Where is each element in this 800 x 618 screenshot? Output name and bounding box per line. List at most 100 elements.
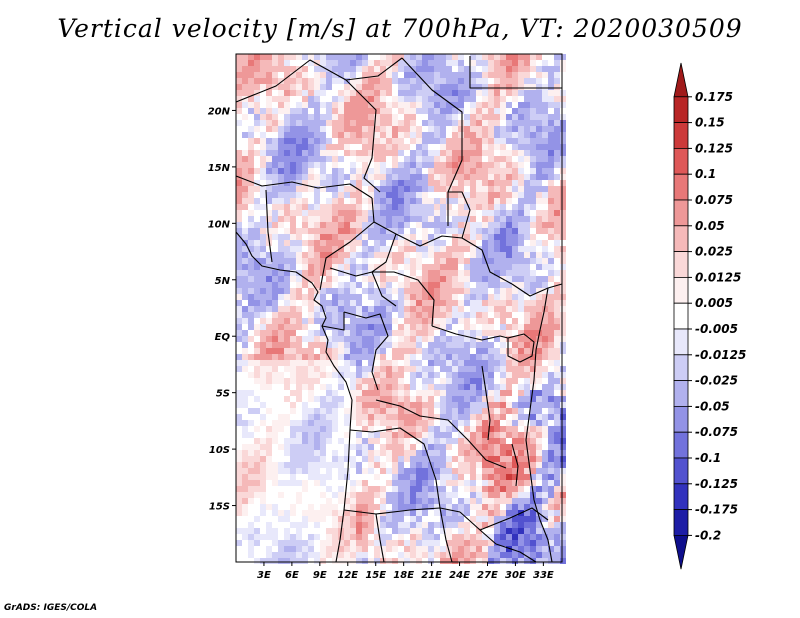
field-cell (428, 456, 434, 462)
field-cell (338, 432, 344, 438)
field-cell (410, 60, 416, 66)
field-cell (290, 360, 296, 366)
field-cell (536, 516, 542, 522)
field-cell (386, 468, 392, 474)
field-cell (350, 324, 356, 330)
field-cell (290, 150, 296, 156)
field-cell (362, 204, 368, 210)
field-cell (416, 282, 422, 288)
field-cell (338, 408, 344, 414)
field-cell (560, 252, 566, 258)
field-cell (290, 456, 296, 462)
field-cell (266, 534, 272, 540)
field-cell (296, 378, 302, 384)
field-cell (440, 528, 446, 534)
field-cell (248, 294, 254, 300)
field-cell (458, 60, 464, 66)
field-cell (356, 558, 362, 564)
field-cell (296, 528, 302, 534)
field-cell (530, 114, 536, 120)
field-cell (332, 216, 338, 222)
field-cell (440, 492, 446, 498)
field-cell (302, 318, 308, 324)
field-cell (536, 252, 542, 258)
field-cell (284, 306, 290, 312)
field-cell (266, 420, 272, 426)
field-cell (446, 78, 452, 84)
field-cell (476, 528, 482, 534)
field-cell (554, 156, 560, 162)
field-cell (500, 534, 506, 540)
field-cell (314, 222, 320, 228)
field-cell (428, 240, 434, 246)
field-cell (422, 438, 428, 444)
field-cell (362, 210, 368, 216)
field-cell (308, 390, 314, 396)
field-cell (338, 162, 344, 168)
field-cell (320, 378, 326, 384)
field-cell (362, 66, 368, 72)
field-cell (278, 504, 284, 510)
field-cell (326, 426, 332, 432)
field-cell (476, 204, 482, 210)
field-cell (266, 540, 272, 546)
field-cell (416, 360, 422, 366)
colorbar-label: -0.2 (695, 528, 721, 542)
field-cell (260, 456, 266, 462)
field-cell (254, 420, 260, 426)
field-cell (470, 414, 476, 420)
field-cell (284, 456, 290, 462)
field-cell (476, 192, 482, 198)
field-cell (410, 354, 416, 360)
field-cell (440, 180, 446, 186)
field-cell (548, 438, 554, 444)
field-cell (398, 222, 404, 228)
field-cell (464, 528, 470, 534)
field-cell (464, 54, 470, 60)
field-cell (506, 330, 512, 336)
field-cell (296, 468, 302, 474)
field-cell (488, 462, 494, 468)
field-cell (560, 108, 566, 114)
field-cell (560, 486, 566, 492)
field-cell (428, 486, 434, 492)
field-cell (494, 282, 500, 288)
field-cell (248, 162, 254, 168)
field-cell (254, 180, 260, 186)
field-cell (326, 516, 332, 522)
field-cell (500, 120, 506, 126)
field-cell (554, 504, 560, 510)
field-cell (434, 378, 440, 384)
field-cell (530, 156, 536, 162)
field-cell (332, 534, 338, 540)
field-cell (422, 90, 428, 96)
field-cell (440, 270, 446, 276)
field-cell (536, 480, 542, 486)
field-cell (482, 426, 488, 432)
field-cell (524, 78, 530, 84)
field-cell (530, 294, 536, 300)
field-cell (290, 156, 296, 162)
field-cell (548, 504, 554, 510)
field-cell (494, 492, 500, 498)
field-cell (272, 204, 278, 210)
field-cell (428, 414, 434, 420)
field-cell (374, 348, 380, 354)
field-cell (332, 102, 338, 108)
field-cell (248, 342, 254, 348)
field-cell (278, 558, 284, 564)
field-cell (314, 528, 320, 534)
field-cell (392, 354, 398, 360)
field-cell (356, 516, 362, 522)
lon-label: 21E (421, 570, 442, 581)
field-cell (380, 114, 386, 120)
field-cell (338, 192, 344, 198)
field-cell (470, 66, 476, 72)
field-cell (500, 456, 506, 462)
field-cell (554, 120, 560, 126)
field-cell (542, 264, 548, 270)
field-cell (446, 102, 452, 108)
field-cell (482, 66, 488, 72)
field-cell (428, 282, 434, 288)
field-cell (530, 120, 536, 126)
